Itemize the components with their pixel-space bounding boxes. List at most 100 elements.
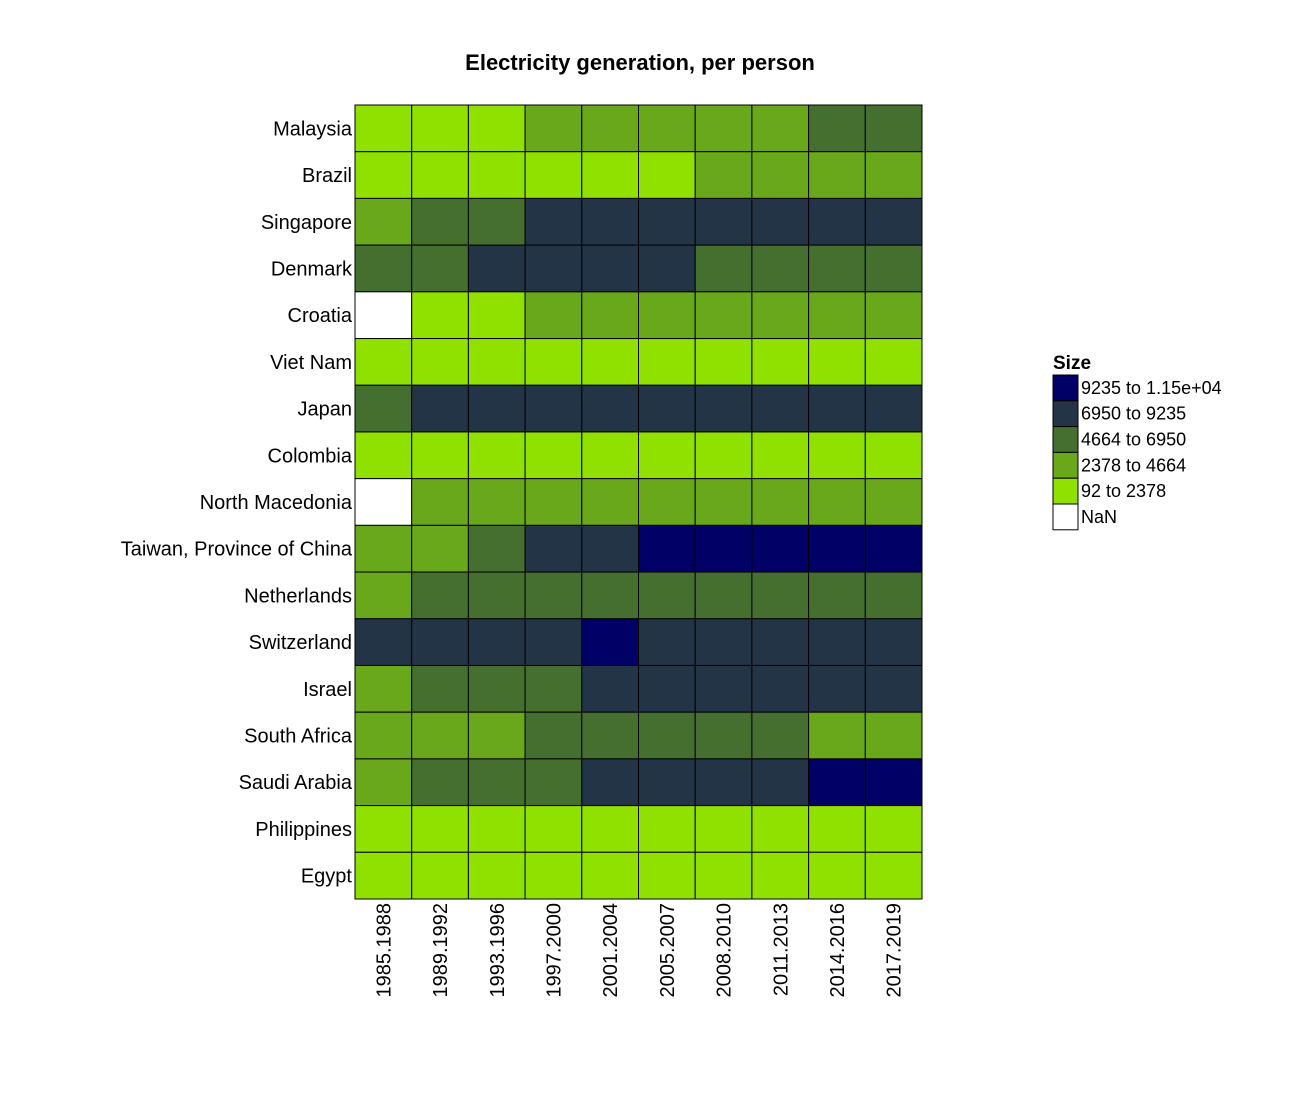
heatmap-cell-south-africa-2014-2016: [808, 711, 866, 760]
legend-item-nan: NaN: [1052, 503, 1117, 531]
legend: Size 9235 to 1.15e+04 6950 to 9235 4664 to…: [1052, 353, 1222, 531]
heatmap-cell-croatia-2017-2019: [864, 291, 923, 340]
heatmap-cell-israel-1997-2000: [524, 664, 583, 713]
heatmap-cell-south-africa-2001-2004: [581, 711, 639, 760]
heatmap-cell-croatia-2011-2013: [751, 291, 810, 340]
heatmap-cell-south-africa-2017-2019: [864, 711, 923, 760]
heatmap-cell-denmark-2014-2016: [808, 244, 866, 293]
heatmap-cell-netherlands-1997-2000: [524, 571, 583, 620]
heatmap-cell-north-macedonia-2017-2019: [864, 478, 923, 526]
heatmap-cell-singapore-1997-2000: [524, 197, 583, 246]
column-label-1997-2000: 1997.2000: [543, 903, 565, 998]
heatmap-cell-brazil-2005-2007: [638, 151, 696, 199]
row-label-denmark: Denmark: [271, 258, 353, 280]
heatmap-cell-egypt-2017-2019: [864, 851, 923, 900]
heatmap-cell-croatia-1993-1996: [467, 291, 526, 340]
heatmap-cell-saudi-arabia-2017-2019: [864, 758, 923, 807]
heatmap-cell-taiwan-province-of-china-2005-2007: [638, 524, 696, 573]
heatmap-cell-viet-nam-2017-2019: [864, 338, 923, 386]
heatmap-cell-switzerland-2001-2004: [581, 618, 639, 666]
row-label-saudi-arabia: Saudi Arabia: [239, 772, 353, 794]
heatmap-cell-brazil-2008-2010: [694, 151, 753, 199]
heatmap-cell-israel-2001-2004: [581, 664, 639, 713]
heatmap-cell-viet-nam-2008-2010: [694, 338, 753, 386]
heatmap-cell-philippines-2017-2019: [864, 805, 923, 853]
heatmap-cell-switzerland-2008-2010: [694, 618, 753, 666]
heatmap-cell-brazil-1997-2000: [524, 151, 583, 199]
heatmap-cell-netherlands-2017-2019: [864, 571, 923, 620]
legend-item-4664-to-6950: 4664 to 6950: [1052, 426, 1186, 453]
heatmap-cell-japan-1989-1992: [411, 384, 469, 433]
heatmap-cell-malaysia-1997-2000: [524, 104, 583, 153]
heatmap-cell-taiwan-province-of-china-1997-2000: [524, 524, 583, 573]
column-label-2005-2007: 2005.2007: [657, 903, 679, 998]
legend-item-92-to-2378: 92 to 2378: [1052, 477, 1166, 505]
heatmap-cell-egypt-2011-2013: [751, 851, 810, 900]
heatmap-cell-taiwan-province-of-china-2008-2010: [694, 524, 753, 573]
heatmap-cell-netherlands-2014-2016: [808, 571, 866, 620]
heatmap-cell-malaysia-1985-1988: [354, 104, 413, 153]
heatmap-cell-saudi-arabia-1989-1992: [411, 758, 469, 807]
heatmap-cell-brazil-2011-2013: [751, 151, 810, 199]
heatmap-cell-north-macedonia-1993-1996: [467, 478, 526, 526]
heatmap-cell-croatia-1989-1992: [411, 291, 469, 340]
heatmap-cell-egypt-1989-1992: [411, 851, 469, 900]
heatmap-cell-egypt-1985-1988: [354, 851, 413, 900]
heatmap-cell-brazil-2001-2004: [581, 151, 639, 199]
heatmap-cell-japan-2005-2007: [638, 384, 696, 433]
legend-swatch-4664-to-6950: [1052, 426, 1079, 453]
heatmap-cell-south-africa-1989-1992: [411, 711, 469, 760]
legend-label-nan: NaN: [1081, 507, 1117, 527]
legend-item-2378-to-4664: 2378 to 4664: [1052, 451, 1186, 479]
heatmap-cell-netherlands-1989-1992: [411, 571, 469, 620]
heatmap-cell-malaysia-1989-1992: [411, 104, 469, 153]
row-label-netherlands: Netherlands: [244, 585, 352, 607]
column-labels: 1985.1988 1989.1992 1993.1996 1997.2000 2001…: [373, 903, 905, 998]
column-label-2011-2013: 2011.2013: [770, 903, 792, 996]
heatmap-cell-singapore-2017-2019: [864, 197, 923, 246]
heatmap-cell-netherlands-1993-1996: [467, 571, 526, 620]
heatmap-cell-malaysia-2001-2004: [581, 104, 639, 153]
heatmap-cell-israel-1989-1992: [411, 664, 469, 713]
heatmap-cell-south-africa-2011-2013: [751, 711, 810, 760]
heatmap-cell-egypt-2005-2007: [638, 851, 696, 900]
heatmap-cell-saudi-arabia-1993-1996: [467, 758, 526, 807]
heatmap-cell-denmark-2011-2013: [751, 244, 810, 293]
row-label-switzerland: Switzerland: [249, 632, 352, 654]
heatmap-cell-israel-1993-1996: [467, 664, 526, 713]
heatmap-cell-taiwan-province-of-china-2011-2013: [751, 524, 810, 573]
heatmap-cell-philippines-1985-1988: [354, 805, 413, 853]
heatmap-cell-singapore-2014-2016: [808, 197, 866, 246]
heatmap-cell-philippines-1993-1996: [467, 805, 526, 853]
heatmap-cell-switzerland-2005-2007: [638, 618, 696, 666]
heatmap-cell-switzerland-1993-1996: [467, 618, 526, 666]
heatmap-cell-singapore-1989-1992: [411, 197, 469, 246]
heatmap-cell-north-macedonia-2001-2004: [581, 478, 639, 526]
heatmap-cell-malaysia-2011-2013: [751, 104, 810, 153]
heatmap-cell-denmark-1985-1988: [354, 244, 413, 293]
heatmap-cell-singapore-2008-2010: [694, 197, 753, 246]
heatmap-cell-japan-1997-2000: [524, 384, 583, 433]
heatmap-cell-saudi-arabia-1997-2000: [524, 758, 583, 807]
legend-label-92-to-2378: 92 to 2378: [1081, 481, 1166, 501]
heatmap-cell-egypt-2001-2004: [581, 851, 639, 900]
row-label-egypt: Egypt: [301, 866, 353, 888]
heatmap-cell-switzerland-2014-2016: [808, 618, 866, 666]
column-label-2001-2004: 2001.2004: [600, 903, 622, 998]
heatmap-cell-denmark-1997-2000: [524, 244, 583, 293]
heatmap-cells: [354, 104, 923, 900]
row-label-viet-nam: Viet Nam: [270, 352, 352, 374]
row-label-philippines: Philippines: [255, 819, 352, 841]
heatmap-cell-israel-2017-2019: [864, 664, 923, 713]
heatmap-cell-colombia-2001-2004: [581, 431, 639, 480]
heatmap-cell-colombia-1989-1992: [411, 431, 469, 480]
heatmap-cell-singapore-1985-1988: [354, 197, 413, 246]
heatmap-cell-saudi-arabia-1985-1988: [354, 758, 413, 807]
chart-title: Electricity generation, per person: [465, 50, 815, 75]
legend-swatch-2378-to-4664: [1052, 451, 1079, 479]
heatmap-cell-viet-nam-2011-2013: [751, 338, 810, 386]
heatmap-cell-croatia-2001-2004: [581, 291, 639, 340]
heatmap-cell-switzerland-1997-2000: [524, 618, 583, 666]
heatmap-cell-viet-nam-1989-1992: [411, 338, 469, 386]
heatmap-cell-colombia-2014-2016: [808, 431, 866, 480]
